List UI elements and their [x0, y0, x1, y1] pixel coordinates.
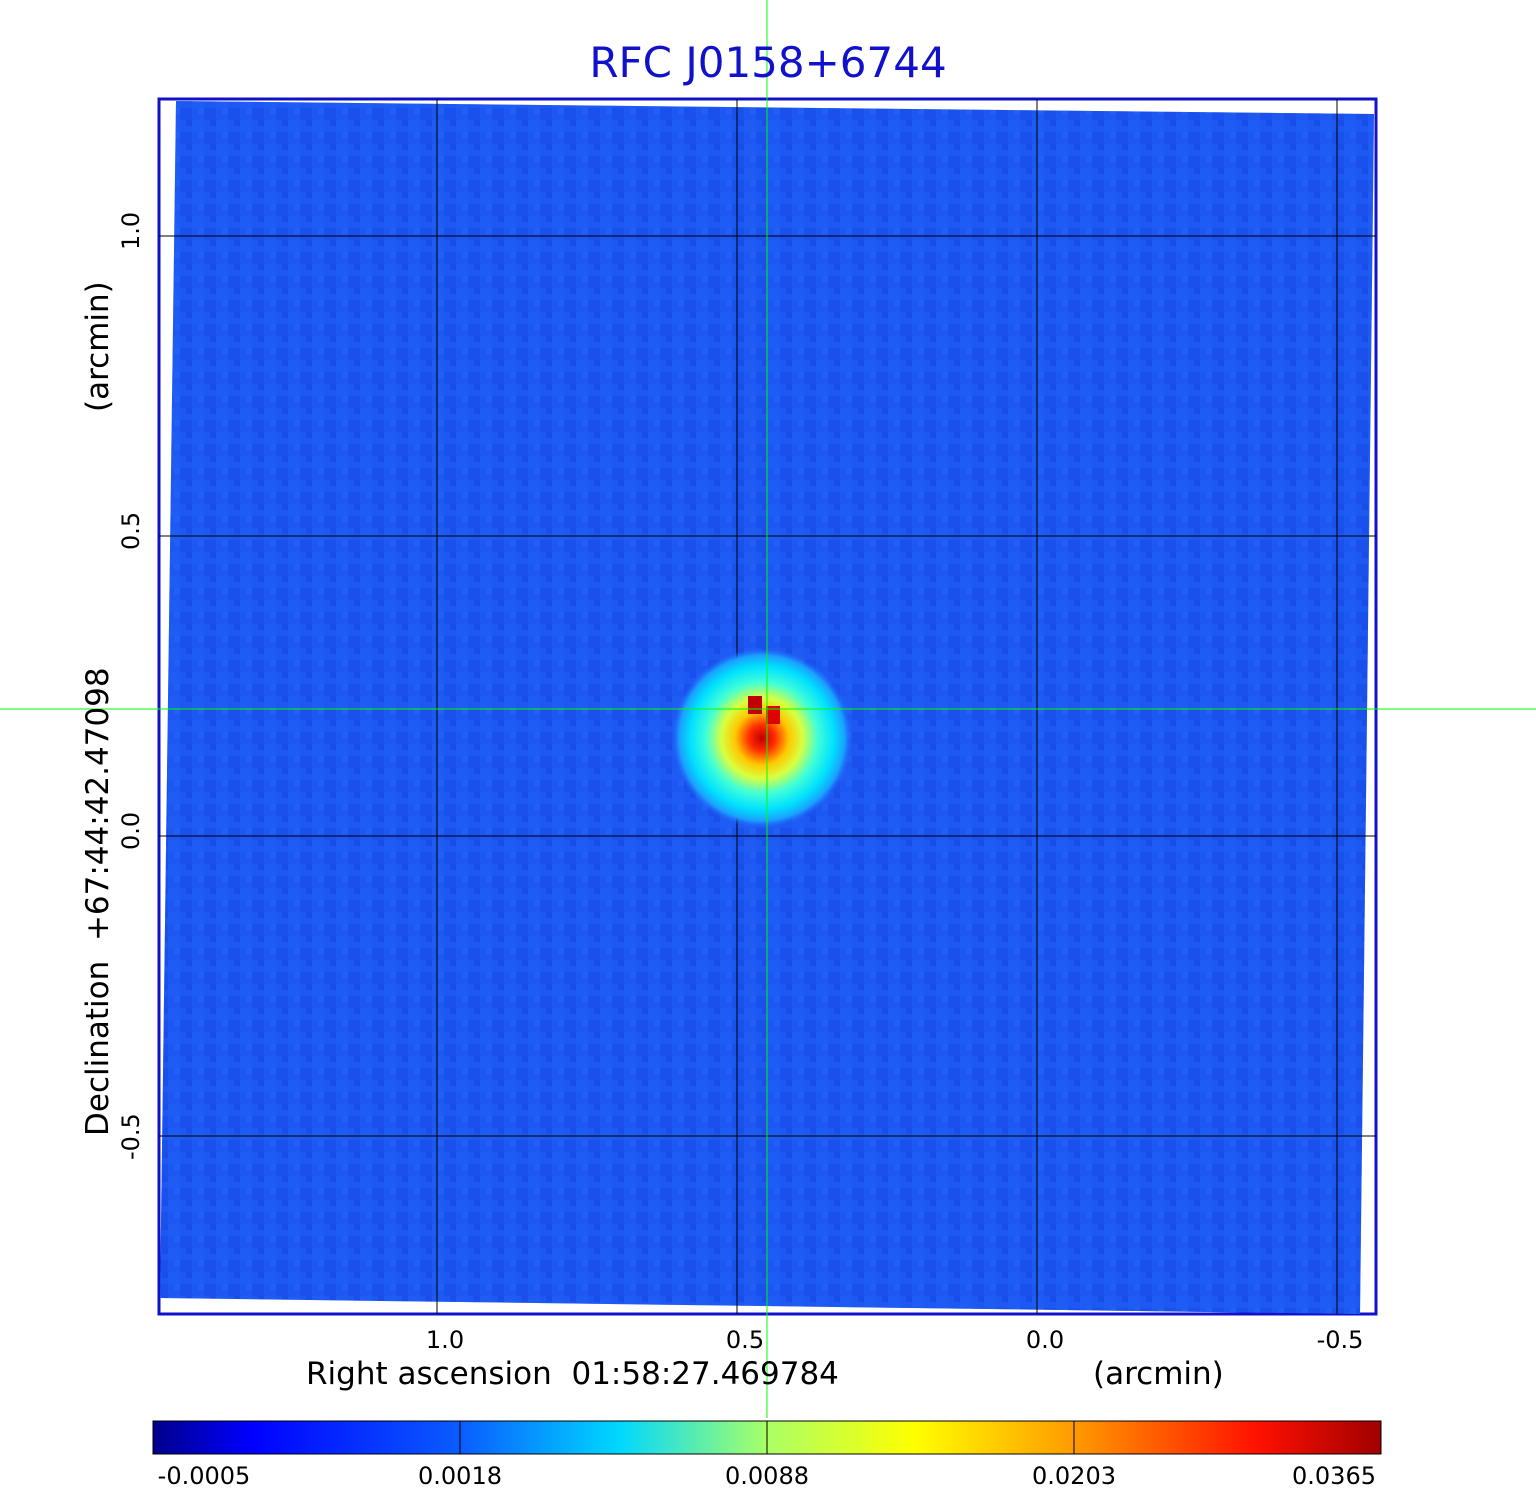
crosshair [0, 0, 1536, 1418]
radio-source [672, 648, 852, 828]
colorbar-tick-label: 0.0365 [1292, 1462, 1376, 1490]
y-axis-unit: (arcmin) [80, 281, 116, 412]
y-tick-label: 1.0 [117, 211, 145, 250]
x-axis-unit: (arcmin) [1093, 1356, 1224, 1392]
x-tick-label: 1.0 [425, 1326, 465, 1354]
x-tick-label: -0.5 [1316, 1326, 1364, 1354]
colorbar-tick-label: 0.0018 [418, 1462, 502, 1490]
y-tick-label: -0.5 [117, 1113, 145, 1160]
x-axis-label: Right ascension 01:58:27.469784 [306, 1356, 839, 1392]
y-tick-label: 0.5 [117, 511, 145, 550]
plot-title: RFC J0158+6744 [589, 38, 947, 87]
x-tick-label: 0.0 [1025, 1326, 1065, 1354]
colorbar-tick-label: -0.0005 [157, 1462, 251, 1490]
colorbar-tick-label: 0.0088 [725, 1462, 809, 1490]
y-tick-label: 0.0 [117, 811, 145, 850]
colorbar-tick-label: 0.0203 [1032, 1462, 1116, 1490]
source-peak [748, 696, 762, 714]
y-axis-label: Declination +67:44:42.47098 [80, 667, 116, 1136]
x-tick-label: 0.5 [725, 1326, 765, 1354]
